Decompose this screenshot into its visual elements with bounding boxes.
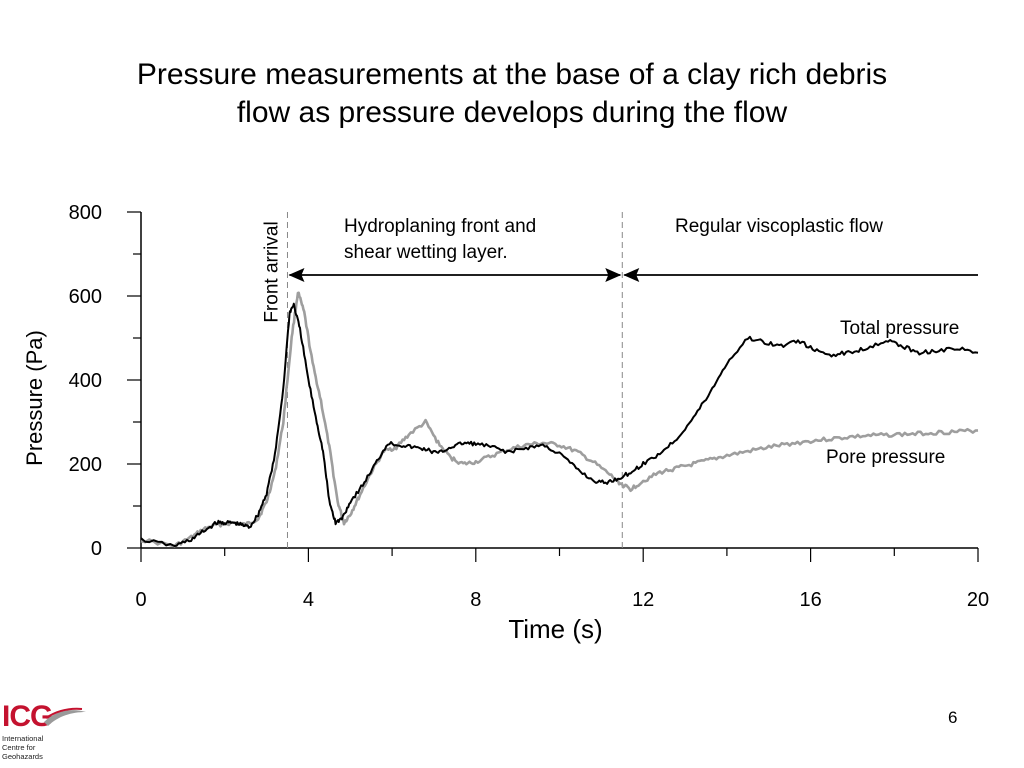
logo-swoosh-icon [44, 707, 86, 726]
logo-subtitle: International Centre for Geohazards [2, 734, 43, 761]
x-tick-label: 0 [135, 589, 146, 611]
x-tick-label: 20 [967, 589, 989, 611]
y-axis-title: Pressure (Pa) [22, 330, 47, 466]
x-tick-label: 12 [632, 589, 654, 611]
x-axis-title: Time (s) [508, 614, 602, 644]
y-tick-label: 800 [69, 202, 102, 224]
slide-title: Pressure measurements at the base of a c… [60, 56, 964, 132]
regular-flow-label: Regular viscoplastic flow [675, 216, 883, 237]
hydroplaning-label-line-1: Hydroplaning front and [344, 216, 536, 237]
front-arrival-label: Front arrival [261, 221, 282, 322]
y-tick-label: 400 [69, 370, 102, 392]
chart-axes: 0 200 400 600 800 0 4 8 12 16 20 Time (s) Pressure (… [22, 202, 989, 644]
pore-pressure-series [140, 291, 979, 548]
chart-series [140, 291, 979, 548]
logo-sub-line-3: Geohazards [2, 752, 43, 761]
total-pressure-series [140, 302, 979, 547]
x-tick-label: 16 [799, 589, 821, 611]
total-pressure-label: Total pressure [840, 318, 959, 339]
chart-annotations [286, 212, 978, 548]
icg-logo: ICG International Centre for Geohazards [0, 700, 100, 768]
logo-wordmark: ICG [2, 700, 53, 733]
arrowhead-right [605, 268, 622, 282]
slide-title-line-1: Pressure measurements at the base of a c… [136, 58, 888, 91]
chart-labels: Front arrival Hydroplaning front and shear… [261, 216, 959, 468]
pressure-chart: 0 200 400 600 800 0 4 8 12 16 20 Time (s) Pressure (… [22, 202, 989, 644]
page-number: 6 [948, 708, 958, 727]
hydroplaning-label-line-2: shear wetting layer. [344, 242, 508, 263]
arrowhead-left [288, 268, 305, 282]
logo-sub-line-1: International [2, 734, 44, 743]
y-tick-label: 600 [69, 286, 102, 308]
y-tick-label: 0 [91, 538, 102, 560]
logo-sub-line-2: Centre for [2, 743, 36, 752]
slide-title-line-2: flow as pressure develops during the flo… [236, 96, 788, 129]
arrowhead-right-region [623, 268, 640, 282]
x-tick-label: 4 [303, 589, 314, 611]
y-tick-label: 200 [69, 454, 102, 476]
x-tick-label: 8 [470, 589, 481, 611]
pore-pressure-label: Pore pressure [826, 447, 945, 468]
